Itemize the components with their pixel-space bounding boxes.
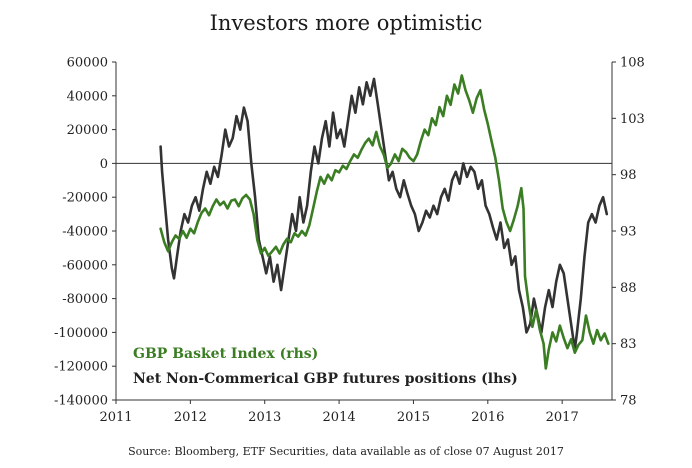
x-tick-label: 2016: [471, 410, 504, 425]
right-tick-label: 98: [620, 168, 637, 183]
left-tick-label: -100000: [54, 326, 108, 341]
net-positions-line: [159, 77, 609, 351]
left-tick-label: -40000: [62, 225, 108, 240]
x-tick-label: 2017: [546, 410, 579, 425]
x-tick-label: 2013: [248, 410, 281, 425]
right-axis-ticks: 108 103 98 93 88 83 78: [612, 56, 645, 409]
left-tick-label: -60000: [62, 258, 108, 273]
x-tick-label: 2012: [174, 410, 207, 425]
left-tick-label: -80000: [62, 292, 108, 307]
right-tick-label: 103: [620, 112, 645, 127]
left-tick-label: -20000: [62, 191, 108, 206]
right-tick-label: 83: [620, 337, 637, 352]
legend-gbp-basket-index: GBP Basket Index (rhs): [133, 346, 318, 362]
left-tick-label: -140000: [54, 394, 108, 409]
left-tick-label: -120000: [54, 360, 108, 375]
series-layer: [159, 74, 610, 370]
left-tick-label: 0: [100, 157, 108, 172]
chart-title: Investors more optimistic: [210, 11, 483, 35]
left-axis-ticks: 60000 40000 20000 0 -20000 -40000 -60000 -80000…: [54, 56, 116, 409]
x-tick-label: 2011: [99, 410, 132, 425]
right-tick-label: 108: [620, 56, 645, 71]
left-tick-label: 60000: [67, 56, 108, 71]
right-tick-label: 88: [620, 281, 637, 296]
legend-net-positions: Net Non-Commerical GBP futures positions…: [133, 371, 518, 387]
x-tick-label: 2014: [323, 410, 356, 425]
right-tick-label: 78: [620, 394, 637, 409]
source-note: Source: Bloomberg, ETF Securities, data …: [128, 445, 564, 458]
x-axis-ticks: 2011 2012 2013 2014 2015 2016 2017: [99, 400, 579, 425]
gbp-basket-index-line: [159, 74, 610, 370]
right-tick-label: 93: [620, 225, 637, 240]
left-tick-label: 40000: [67, 89, 108, 104]
x-tick-label: 2015: [397, 410, 430, 425]
left-tick-label: 20000: [67, 123, 108, 138]
